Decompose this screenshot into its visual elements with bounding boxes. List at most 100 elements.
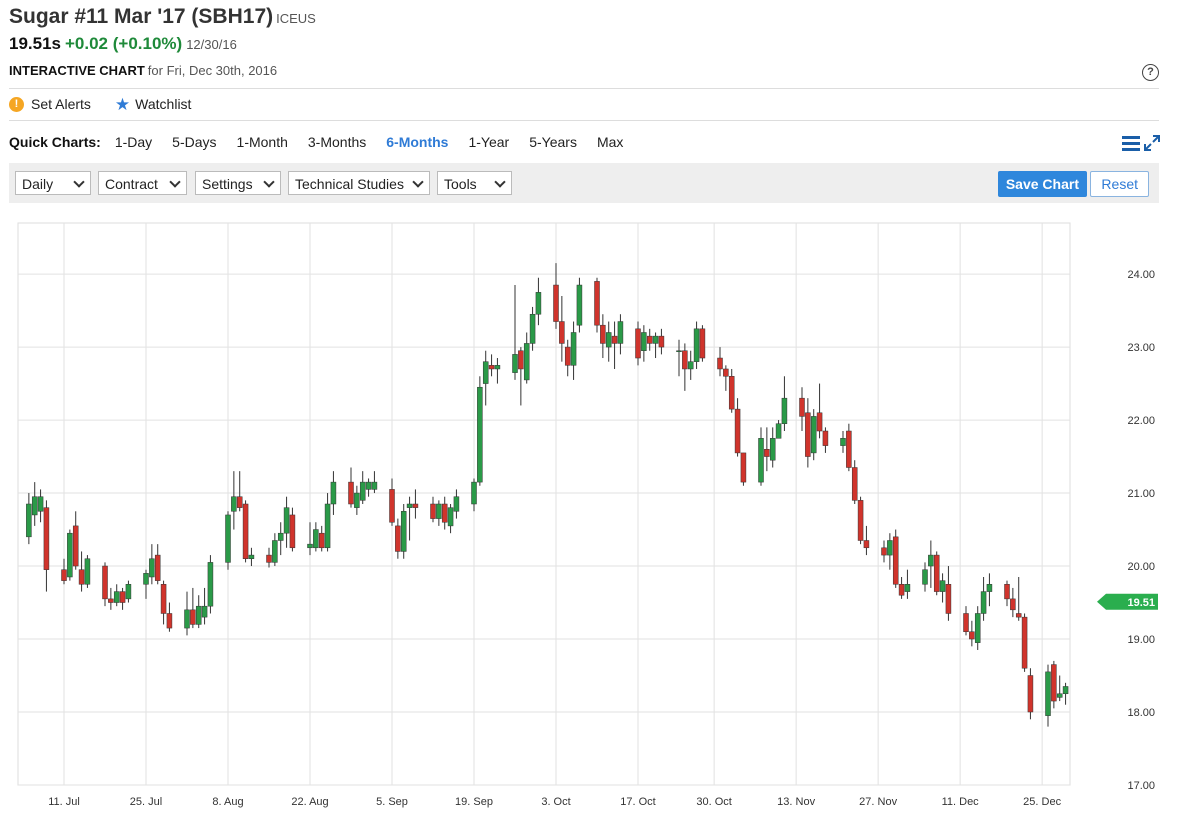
quick-chart-3-months[interactable]: 3-Months	[307, 134, 367, 150]
candle-body	[611, 335, 618, 344]
expand-icon[interactable]	[1143, 134, 1161, 152]
candle	[324, 493, 331, 552]
candle-body	[400, 511, 407, 552]
candle-body	[395, 525, 401, 552]
candle-body	[928, 554, 934, 567]
candle-body	[570, 332, 577, 366]
candle	[570, 321, 577, 380]
candle	[1010, 587, 1016, 618]
candle-body	[195, 605, 202, 625]
candle	[289, 507, 296, 552]
candle-body	[406, 503, 413, 508]
x-tick-label: 22. Aug	[291, 796, 328, 808]
candle	[160, 580, 167, 625]
candle	[201, 587, 208, 625]
candle-body	[359, 481, 366, 501]
candle	[904, 569, 911, 599]
watchlist-link[interactable]: Watchlist	[135, 96, 192, 112]
candle	[781, 376, 788, 432]
candle-body	[857, 500, 864, 541]
candle	[529, 306, 536, 351]
candle-body	[354, 492, 360, 508]
technical-studies-dropdown[interactable]: Technical Studies	[288, 171, 430, 195]
candle	[149, 544, 155, 585]
technical-studies-label: Technical Studies	[295, 176, 404, 192]
candle-body	[922, 569, 928, 585]
candle-body	[307, 543, 313, 549]
candle-body	[324, 503, 331, 549]
candle-body	[348, 481, 354, 505]
candle	[84, 555, 91, 588]
candle	[553, 263, 559, 329]
candle	[125, 580, 132, 603]
quick-chart-max[interactable]: Max	[596, 134, 624, 150]
x-tick-label: 25. Dec	[1023, 796, 1061, 808]
candle	[266, 547, 272, 568]
candle-body	[974, 613, 981, 643]
candle	[348, 467, 354, 508]
menu-icon[interactable]	[1122, 136, 1140, 154]
quick-chart-1-day[interactable]: 1-Day	[114, 134, 153, 150]
chevron-down-icon	[169, 176, 181, 188]
candle	[617, 314, 624, 355]
candle-body	[676, 350, 682, 352]
candle	[764, 427, 770, 472]
set-alerts-link[interactable]: Set Alerts	[31, 96, 91, 112]
quick-chart-5-years[interactable]: 5-Years	[529, 134, 577, 150]
divider	[9, 88, 1159, 89]
candle	[242, 500, 249, 563]
last-price-tag: 19.51	[1097, 593, 1158, 610]
interactive-chart-date: for Fri, Dec 30th, 2016	[147, 63, 278, 78]
candle	[453, 489, 460, 519]
candle	[939, 573, 946, 603]
price-summary: 19.51s +0.02 (+0.10%) 12/30/16	[9, 34, 237, 54]
help-icon[interactable]: ?	[1142, 64, 1159, 81]
candle-body	[553, 284, 559, 322]
candle	[119, 587, 126, 610]
quick-chart-6-months[interactable]: 6-Months	[386, 134, 449, 150]
candle	[740, 452, 747, 486]
candle-body	[945, 584, 952, 614]
reset-button[interactable]: Reset	[1090, 171, 1149, 197]
chevron-down-icon	[263, 176, 275, 188]
candle-body	[266, 554, 272, 563]
period-dropdown[interactable]: Daily	[15, 171, 91, 195]
candle	[816, 383, 823, 439]
quick-chart-1-month[interactable]: 1-Month	[236, 134, 288, 150]
quick-chart-1-year[interactable]: 1-Year	[468, 134, 510, 150]
price-chart[interactable]: 24.00 23.00 22.00 21.00 20.00 19.00 18.00 17.00…	[0, 205, 1177, 816]
candle	[641, 325, 647, 362]
candle-body	[822, 430, 829, 446]
candle	[969, 620, 975, 647]
candle-body	[242, 503, 249, 559]
candle	[963, 606, 969, 636]
y-tick-label: 21.00	[1127, 488, 1155, 500]
candle-body	[441, 503, 448, 523]
candle	[113, 584, 120, 607]
candle-body	[283, 507, 290, 534]
candle-body	[682, 350, 688, 370]
page-title: Sugar #11 Mar '17 (SBH17) ICEUS	[9, 5, 316, 29]
settings-dropdown[interactable]: Settings	[195, 171, 281, 195]
candle-body	[436, 503, 442, 519]
candle-body	[160, 584, 167, 614]
quick-chart-5-days[interactable]: 5-Days	[172, 134, 217, 150]
settings-label: Settings	[202, 176, 253, 192]
tools-dropdown[interactable]: Tools	[437, 171, 512, 195]
candle	[986, 573, 993, 607]
candle-body	[769, 438, 776, 461]
candle	[576, 277, 583, 333]
period-value: Daily	[22, 176, 54, 192]
candle-body	[687, 361, 694, 370]
candle	[682, 343, 688, 391]
candle	[43, 500, 50, 592]
candle	[371, 471, 378, 494]
candle-body	[1021, 616, 1028, 669]
candle	[354, 485, 360, 515]
candle-body	[728, 376, 735, 410]
save-chart-button[interactable]: Save Chart	[997, 171, 1087, 197]
candle-body	[600, 324, 606, 344]
candle	[822, 427, 829, 453]
contract-dropdown[interactable]: Contract	[98, 171, 187, 195]
y-tick-label: 17.00	[1127, 780, 1155, 792]
